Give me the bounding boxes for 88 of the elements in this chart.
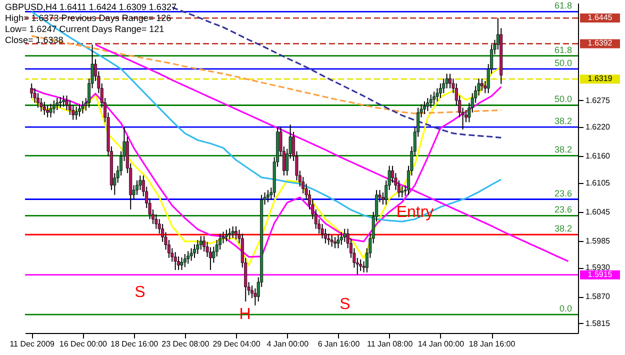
x-tick-label: 14 Jan 00:00 [418, 340, 465, 348]
x-tick-label: 18 Jan 16:00 [468, 340, 516, 348]
candlestick [36, 92, 40, 108]
candlestick [186, 250, 190, 264]
ref-line-label: 1.6319 [588, 74, 613, 84]
candlestick [190, 248, 193, 262]
candlestick [81, 100, 84, 114]
candlestick [192, 244, 196, 258]
candlestick [33, 88, 36, 104]
annotation: 61.8 [554, 44, 572, 55]
candlestick [340, 232, 343, 246]
candlestick [266, 190, 270, 203]
candlestick [336, 234, 340, 249]
candlestick [58, 96, 62, 108]
candlestick [327, 233, 330, 246]
candlestick [56, 97, 59, 111]
candlestick [438, 82, 442, 98]
annotation: S [134, 284, 146, 301]
y-tick-label: 1.5815 [586, 318, 611, 328]
annotation: 38.2 [554, 116, 572, 126]
annotation: 38.2 [554, 224, 572, 234]
annotation: 61.8 [554, 0, 572, 11]
candlestick [429, 94, 432, 108]
candlestick [52, 100, 56, 114]
candlestick [180, 256, 184, 271]
y-tick-label: 1.6045 [586, 207, 611, 216]
annotation: 23.6 [554, 188, 572, 198]
y-tick-label: 1.6275 [586, 96, 611, 105]
x-tick-label: 18 Dec 16:00 [110, 340, 159, 348]
candlestick [154, 214, 158, 230]
candlestick [480, 78, 484, 92]
candlestick [78, 103, 82, 117]
x-tick-label: 11 Jan 08:00 [367, 340, 414, 348]
candlestick [400, 186, 404, 198]
candlestick [49, 103, 52, 118]
annotation: S [340, 296, 350, 313]
x-tick-label: 29 Dec 04:00 [212, 340, 261, 348]
candlestick [324, 228, 327, 244]
candlestick [320, 223, 324, 240]
candlestick [40, 97, 43, 112]
candlestick [359, 258, 362, 272]
candlestick [174, 252, 177, 271]
x-tick-label: 4 Jan 00:00 [266, 340, 310, 348]
ref-line-label: 1.6392 [588, 38, 613, 48]
ref-line-label: 1.6445 [588, 13, 613, 22]
x-tick-label: 23 Dec 08:00 [162, 340, 210, 348]
candlestick [432, 91, 436, 105]
candlestick [422, 100, 426, 114]
annotation: 50.0 [554, 94, 572, 104]
candlestick [448, 73, 452, 89]
candlestick [228, 228, 232, 240]
candlestick [436, 88, 439, 102]
candlestick [65, 95, 68, 111]
candlestick [199, 236, 202, 250]
annotation: GBPUSD,H4 1.6411 1.6424 1.6309 1.6327 [5, 2, 176, 12]
x-tick-label: 16 Dec 00:00 [59, 340, 108, 348]
candlestick [62, 95, 66, 108]
candlestick [183, 254, 186, 268]
annotation: Low= 1.6247 Current Days Range= 121 [5, 24, 164, 34]
candlestick [343, 228, 346, 242]
candlestick [196, 239, 200, 255]
candlestick [426, 97, 430, 112]
annotation: 0.0 [559, 304, 572, 314]
y-tick-label: 1.6220 [586, 122, 611, 132]
candlestick [445, 73, 448, 89]
candlestick [330, 234, 334, 248]
candlestick [74, 106, 78, 120]
candlestick [46, 104, 50, 118]
candlestick [138, 175, 142, 191]
y-tick-label: 1.5985 [586, 236, 611, 246]
annotation: 23.6 [554, 204, 572, 215]
candlestick [234, 226, 238, 240]
y-tick-label: 1.6105 [586, 178, 611, 188]
annotation: 38.2 [554, 144, 572, 155]
candlestick [177, 256, 180, 271]
y-tick-label: 1.6160 [586, 152, 611, 161]
candlestick [72, 104, 75, 120]
candlestick [224, 229, 228, 242]
candlestick [42, 101, 46, 116]
x-tick-label: 6 Jan 16:00 [318, 340, 360, 348]
ref-line-label: 1.5915 [588, 270, 613, 279]
y-tick-label: 1.5870 [586, 292, 611, 302]
annotation: 50.0 [554, 58, 572, 68]
candlestick [136, 180, 139, 196]
candlestick [231, 226, 234, 239]
y-tick-label: 1.5930 [586, 263, 611, 272]
candlestick [334, 236, 337, 249]
x-tick-label: 11 Dec 2009 [10, 340, 56, 348]
